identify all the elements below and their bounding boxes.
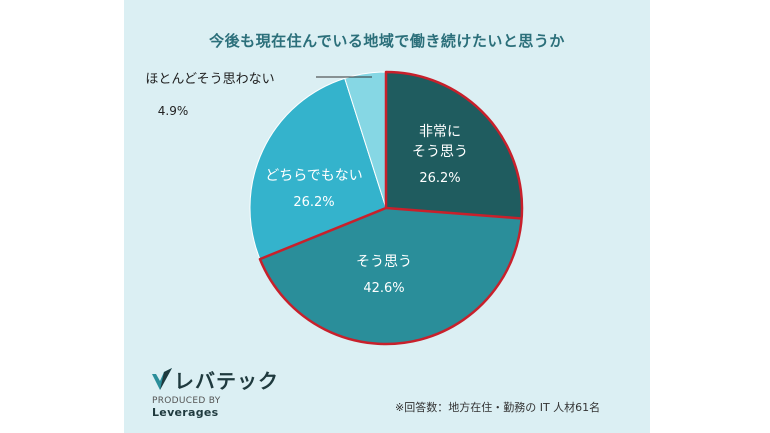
brand-produced-by: PRODUCED BY Leverages [152,396,290,419]
highlight-outline [258,70,524,346]
checkmark-logo-icon [152,368,172,390]
slice-label-4: ほとんどそう思わない [145,72,274,87]
slice-value-3: 26.2% [293,195,334,210]
brand-logo: レバテック PRODUCED BY Leverages [150,364,290,419]
slice-label-1: 非常にそう思う [412,124,468,160]
slice-value-1: 26.2% [419,171,460,186]
highlight-divider [385,206,522,220]
footnote: ※回答数：地方在住・勤務の IT 人材61名 [395,401,601,414]
produced-by-label: PRODUCED BY [152,396,221,406]
slice-label-2: そう思う [356,254,412,270]
slice-value-2: 42.6% [363,281,404,296]
pie-slice-3 [249,77,387,260]
slice-value-4: 4.9% [158,104,189,118]
company-name: Leverages [152,406,219,419]
slice-label-3: どちらでもない [265,168,363,184]
chart-title: 今後も現在住んでいる地域で働き続けたいと思うか [209,32,565,50]
brand-name: レバテック [174,369,279,393]
